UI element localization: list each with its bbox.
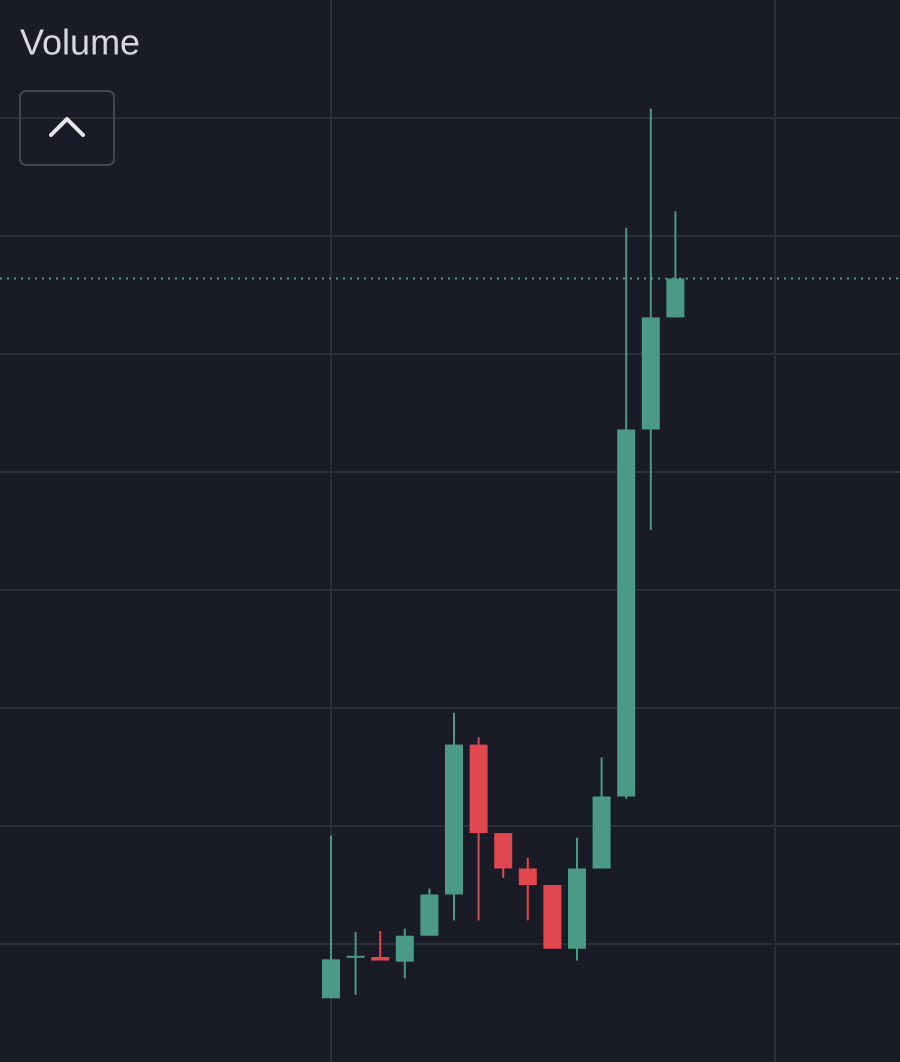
- candle-body: [641, 317, 660, 430]
- candle-body: [666, 278, 685, 318]
- candle-body: [420, 894, 439, 936]
- chart-title: Volume: [20, 22, 140, 63]
- plot: [0, 108, 900, 999]
- candle-body: [617, 429, 636, 797]
- candle-body: [494, 833, 513, 869]
- candle-body: [346, 955, 365, 958]
- candle-body: [371, 956, 390, 961]
- candle-body: [568, 868, 586, 949]
- candle-body: [592, 796, 611, 869]
- chevron-up-icon[interactable]: [49, 117, 85, 137]
- candle-body: [469, 744, 488, 834]
- collapse-button[interactable]: [19, 90, 115, 166]
- candle-body: [395, 935, 414, 962]
- candle-body: [543, 885, 562, 949]
- candle-body: [445, 744, 463, 895]
- candle-body: [518, 868, 537, 885]
- candle-body: [322, 959, 340, 999]
